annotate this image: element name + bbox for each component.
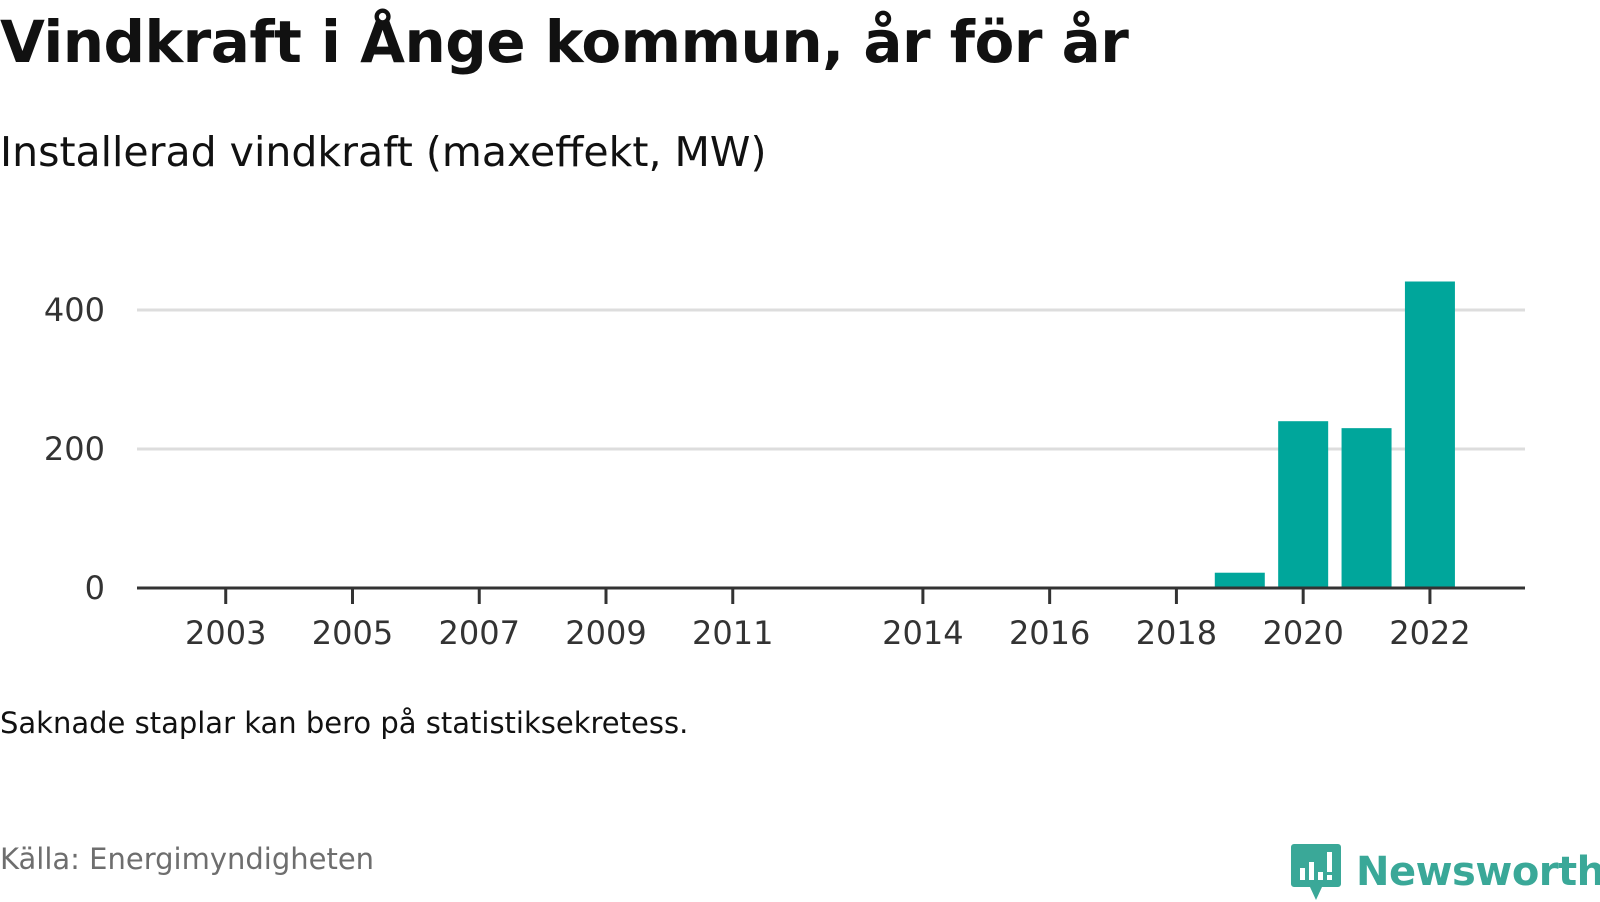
x-tick-label-2016: 2016 xyxy=(1009,614,1090,652)
bar-2019 xyxy=(1214,572,1265,588)
y-tick-label-400: 400 xyxy=(44,291,105,329)
x-tick-label-2022: 2022 xyxy=(1389,614,1470,652)
newsworthy-chart-bubble-icon xyxy=(1291,844,1341,900)
bar-chart: 0 200 400 2003 2005 2007 2009 2011 2014 2016 2018… xyxy=(44,281,1525,652)
x-tick-label-2007: 2007 xyxy=(439,614,520,652)
source-credit: Källa: Energimyndigheten xyxy=(0,842,375,876)
x-tick-label-2011: 2011 xyxy=(692,614,773,652)
bar-2020 xyxy=(1278,421,1329,588)
chart-title: Vindkraft i Ånge kommun, år för år xyxy=(0,8,1129,76)
brand-name: Newsworthy xyxy=(1356,849,1600,895)
brand-logo-group: Newsworthy xyxy=(1290,842,1600,902)
x-tick-label-2003: 2003 xyxy=(185,614,266,652)
chart-subtitle: Installerad vindkraft (maxeffekt, MW) xyxy=(0,128,767,176)
x-tick-label-2009: 2009 xyxy=(565,614,646,652)
x-tick-label-2018: 2018 xyxy=(1136,614,1217,652)
bars xyxy=(1214,281,1455,588)
x-tick-label-2014: 2014 xyxy=(882,614,963,652)
y-tick-label-200: 200 xyxy=(44,430,105,468)
bar-2021 xyxy=(1341,428,1392,588)
y-axis-tick-labels: 0 200 400 xyxy=(44,291,105,607)
bar-2022 xyxy=(1404,281,1455,588)
footnote: Saknade staplar kan bero på statistiksek… xyxy=(0,706,689,740)
y-tick-label-0: 0 xyxy=(85,569,105,607)
x-tick-label-2020: 2020 xyxy=(1262,614,1343,652)
x-axis-ticks: 2003 2005 2007 2009 2011 2014 2016 2018 2020 2022 xyxy=(185,588,1471,652)
x-tick-label-2005: 2005 xyxy=(312,614,393,652)
